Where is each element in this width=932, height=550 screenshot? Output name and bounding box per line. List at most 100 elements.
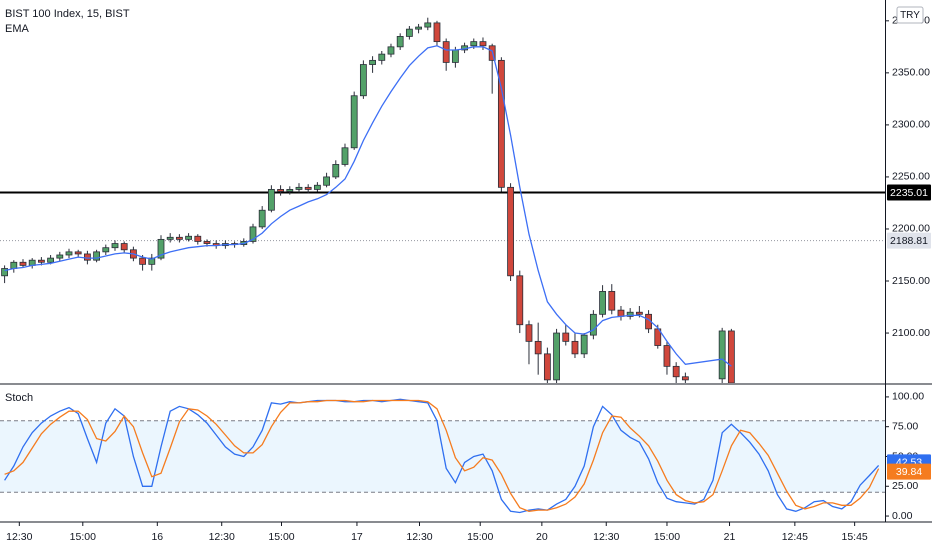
candle-body — [157, 238, 165, 259]
price-pane — [0, 17, 885, 383]
candle-body — [571, 340, 579, 355]
x-tick-label: 12:30 — [209, 531, 235, 543]
candle-body — [10, 261, 18, 269]
candle-body — [313, 184, 321, 190]
candle-body — [451, 49, 459, 63]
candle-body — [267, 189, 275, 211]
series-line — [4, 45, 732, 367]
candle-body — [580, 334, 588, 355]
y-tick-label: 75.00 — [892, 420, 918, 432]
price-tag-label: 2188.81 — [890, 235, 928, 247]
candle-body — [424, 22, 432, 28]
band-fill — [0, 420, 885, 493]
candle-body — [203, 241, 211, 244]
candle-body — [286, 189, 294, 192]
currency-label[interactable]: TRY — [900, 10, 920, 21]
y-tick-label: 2200.00 — [892, 223, 930, 235]
candle-body — [323, 176, 330, 186]
x-tick-label: 21 — [724, 531, 736, 543]
candle-body — [111, 243, 119, 249]
x-tick-label: 12:30 — [406, 531, 432, 543]
candle-body — [1, 268, 8, 277]
candle-body — [727, 330, 735, 383]
candle-body — [185, 235, 192, 240]
candle-body — [534, 340, 542, 355]
candle-body — [295, 186, 303, 190]
y-tick-label: 2100.00 — [892, 327, 930, 339]
candle-body — [405, 28, 413, 37]
candle-body — [663, 345, 671, 367]
candle-body — [304, 186, 312, 190]
candle-body — [553, 332, 560, 381]
y-tick-label: 2350.00 — [892, 67, 930, 79]
candle-body — [543, 353, 551, 381]
candle-body — [617, 309, 625, 317]
candle-body — [93, 251, 100, 261]
x-tick-label: 15:00 — [467, 531, 493, 543]
x-tick-label: 15:00 — [70, 531, 96, 543]
candle-body — [608, 291, 616, 311]
currency-badge[interactable] — [896, 6, 924, 24]
candle-body — [139, 257, 146, 265]
candle-body — [369, 59, 376, 65]
x-tick-label: 16 — [151, 531, 163, 543]
candle-body — [166, 236, 174, 240]
x-tick-label: 20 — [536, 531, 548, 543]
price-tag-label: 39.84 — [896, 466, 922, 478]
candle-body — [599, 291, 606, 315]
candle-body — [341, 147, 349, 165]
candle-body — [47, 257, 54, 263]
candle-body — [378, 53, 386, 61]
candle-body — [19, 261, 27, 266]
candle-body — [120, 243, 128, 251]
stoch-title: Stoch — [5, 392, 33, 404]
chart-title: BIST 100 Index, 15, BIST — [5, 8, 130, 20]
y-tick-label: 25.00 — [892, 480, 918, 492]
indicator-label: EMA — [5, 23, 30, 35]
candle-body — [507, 186, 514, 277]
candle-body — [332, 164, 340, 178]
candle-body — [562, 332, 570, 342]
candle-body — [148, 257, 156, 265]
candle-body — [56, 254, 64, 259]
candle-body — [516, 275, 524, 326]
background — [0, 420, 885, 493]
series-line — [4, 399, 880, 512]
candle-body — [442, 41, 450, 63]
candle-body — [37, 259, 45, 263]
candle-body — [470, 41, 478, 47]
candle-body — [681, 376, 689, 381]
x-tick-label: 12:45 — [782, 531, 808, 543]
x-tick-label: 15:00 — [654, 531, 680, 543]
x-tick-label: 17 — [351, 531, 363, 543]
y-tick-label: 0.00 — [892, 510, 913, 522]
candle-body — [249, 226, 257, 242]
price-tag — [887, 232, 931, 249]
candle-body — [525, 324, 533, 342]
x-tick-label: 15:00 — [268, 531, 294, 543]
candle-body — [433, 22, 441, 43]
candle-body — [497, 59, 505, 188]
candle-body — [74, 251, 82, 255]
x-tick-label: 12:30 — [593, 531, 619, 543]
series-line — [4, 398, 880, 514]
candle-body — [350, 95, 358, 149]
candle-body — [359, 64, 367, 97]
candle-body — [396, 36, 404, 48]
axes: 2100.00 2150.00 2200.00 2250.00 2300.00 2350.… — [6, 15, 931, 543]
candle-body — [175, 236, 183, 240]
x-tick-label: 12:30 — [6, 531, 32, 543]
price-tag — [887, 184, 931, 201]
candle-body — [589, 313, 597, 336]
candle-body — [102, 247, 110, 253]
price-tag — [887, 463, 931, 480]
candle-body — [277, 189, 284, 192]
y-tick-label: 100.00 — [892, 391, 924, 403]
candle-body — [626, 311, 634, 317]
candle-body — [635, 311, 643, 315]
y-tick-label: 2150.00 — [892, 275, 930, 287]
candle-body — [718, 330, 726, 380]
x-tick-label: 15:45 — [842, 531, 868, 543]
candle-body — [83, 253, 91, 261]
stoch-pane — [4, 398, 880, 514]
